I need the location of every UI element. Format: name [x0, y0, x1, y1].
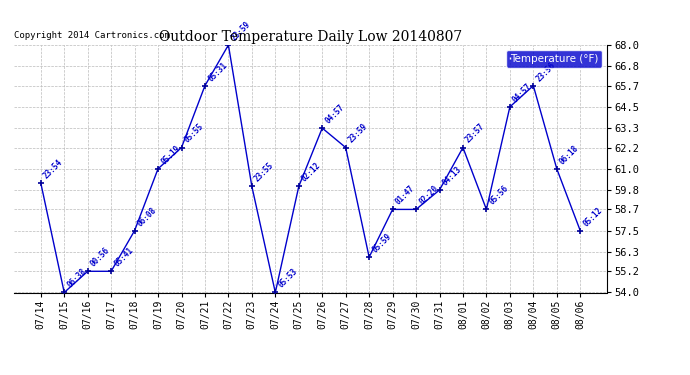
Text: 23:56: 23:56	[535, 60, 558, 83]
Text: 04:13: 04:13	[441, 165, 464, 188]
Text: Copyright 2014 Cartronics.com: Copyright 2014 Cartronics.com	[14, 31, 170, 40]
Text: 05:12: 05:12	[582, 205, 604, 228]
Text: 06:08: 06:08	[136, 205, 159, 228]
Text: 02:20: 02:20	[417, 184, 440, 207]
Text: 23:59: 23:59	[347, 122, 370, 145]
Text: 05:19: 05:19	[159, 143, 182, 166]
Text: 05:53: 05:53	[277, 267, 299, 290]
Text: 23:54: 23:54	[42, 158, 65, 180]
Text: 05:59: 05:59	[371, 232, 393, 255]
Legend: Temperature (°F): Temperature (°F)	[506, 50, 602, 68]
Text: 05:41: 05:41	[112, 246, 135, 268]
Text: 06:18: 06:18	[558, 143, 581, 166]
Text: 04:57: 04:57	[511, 81, 534, 104]
Text: 23:57: 23:57	[464, 122, 487, 145]
Text: 23:59: 23:59	[230, 20, 253, 42]
Text: 05:56: 05:56	[488, 184, 511, 207]
Text: 02:12: 02:12	[300, 161, 323, 184]
Title: Outdoor Temperature Daily Low 20140807: Outdoor Temperature Daily Low 20140807	[159, 30, 462, 44]
Text: 06:38: 06:38	[66, 267, 88, 290]
Text: 23:55: 23:55	[253, 161, 276, 184]
Text: 05:31: 05:31	[206, 60, 229, 83]
Text: 01:47: 01:47	[394, 184, 417, 207]
Text: 05:55: 05:55	[183, 122, 206, 145]
Text: 04:57: 04:57	[324, 103, 346, 126]
Text: 00:56: 00:56	[89, 246, 112, 268]
